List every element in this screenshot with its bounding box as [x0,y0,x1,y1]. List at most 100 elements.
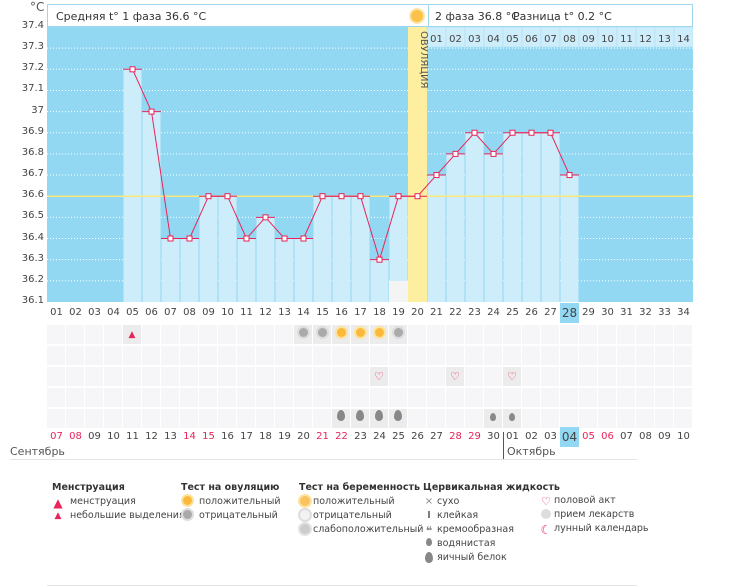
grid-cell[interactable] [503,409,521,428]
grid-cell[interactable] [256,409,274,428]
grid-cell[interactable] [560,409,578,428]
calendar-date[interactable]: 11 [126,431,139,442]
grid-cell[interactable] [256,346,274,365]
calendar-date[interactable]: 13 [164,431,177,442]
grid-cell[interactable] [484,325,502,344]
grid-cell[interactable] [104,325,122,344]
grid-cell[interactable] [275,409,293,428]
grid-cell[interactable] [579,367,597,386]
grid-cell[interactable] [180,367,198,386]
calendar-date[interactable]: 07 [620,431,633,442]
grid-cell[interactable] [313,346,331,365]
grid-cell[interactable] [579,325,597,344]
grid-cell[interactable] [294,388,312,407]
calendar-date[interactable]: 26 [411,431,424,442]
grid-cell[interactable] [522,325,540,344]
calendar-date[interactable]: 20 [297,431,310,442]
grid-cell[interactable] [180,409,198,428]
grid-cell[interactable] [655,409,673,428]
grid-cell[interactable] [522,409,540,428]
cycle-day-label[interactable]: 09 [202,307,215,318]
grid-cell[interactable] [351,388,369,407]
cycle-day-label[interactable]: 34 [677,307,690,318]
grid-cell[interactable] [636,346,654,365]
grid-cell[interactable] [313,325,331,344]
grid-cell[interactable] [218,346,236,365]
grid-cell[interactable] [370,346,388,365]
grid-cell[interactable] [465,409,483,428]
grid-cell[interactable] [275,388,293,407]
calendar-date[interactable]: 08 [69,431,82,442]
cycle-day-label[interactable]: 19 [392,307,405,318]
grid-cell[interactable] [104,409,122,428]
grid-cell[interactable] [104,388,122,407]
grid-cell[interactable] [256,325,274,344]
grid-cell[interactable] [161,388,179,407]
grid-cell[interactable] [579,409,597,428]
grid-cell[interactable] [389,388,407,407]
grid-cell[interactable] [560,388,578,407]
grid-cell[interactable] [199,325,217,344]
grid-cell[interactable] [180,346,198,365]
calendar-date[interactable]: 23 [354,431,367,442]
grid-cell[interactable] [655,388,673,407]
grid-cell[interactable] [674,325,692,344]
calendar-date[interactable]: 05 [582,431,595,442]
grid-cell[interactable] [446,409,464,428]
grid-cell[interactable] [218,409,236,428]
grid-cell[interactable] [617,325,635,344]
grid-cell[interactable] [674,388,692,407]
grid-cell[interactable] [617,409,635,428]
cycle-day-label[interactable]: 28 [560,303,579,323]
cycle-day-label[interactable]: 02 [69,307,82,318]
grid-cell[interactable] [47,367,65,386]
grid-cell[interactable] [541,409,559,428]
grid-cell[interactable] [484,388,502,407]
grid-cell[interactable] [142,409,160,428]
bbt-chart[interactable]: 01 02 03 04 05 06 07 08 09 10 11 12 13 14 ОВУЛЯЦИЯ [47,27,693,302]
grid-cell[interactable] [161,409,179,428]
cycle-day-label[interactable]: 10 [221,307,234,318]
grid-cell[interactable] [522,346,540,365]
cycle-day-label[interactable]: 15 [316,307,329,318]
calendar-date[interactable]: 06 [601,431,614,442]
grid-cell[interactable] [104,346,122,365]
grid-cell[interactable] [237,409,255,428]
grid-cell[interactable] [503,346,521,365]
grid-cell[interactable] [142,325,160,344]
grid-cell[interactable] [370,409,388,428]
cycle-day-label[interactable]: 05 [126,307,139,318]
calendar-date[interactable]: 10 [677,431,690,442]
grid-cell[interactable] [275,325,293,344]
grid-cell[interactable] [85,325,103,344]
grid-cell[interactable] [408,325,426,344]
grid-cell[interactable] [617,346,635,365]
grid-cell[interactable] [66,325,84,344]
calendar-date[interactable]: 17 [240,431,253,442]
grid-cell[interactable] [294,325,312,344]
cycle-day-label[interactable]: 32 [639,307,652,318]
grid-cell[interactable] [123,346,141,365]
cycle-day-label[interactable]: 24 [487,307,500,318]
grid-cell[interactable] [598,346,616,365]
grid-cell[interactable] [560,325,578,344]
cycle-day-label[interactable]: 12 [259,307,272,318]
grid-cell[interactable] [674,367,692,386]
grid-cell[interactable] [142,346,160,365]
calendar-date[interactable]: 28 [449,431,462,442]
calendar-date[interactable]: 21 [316,431,329,442]
grid-cell[interactable] [427,325,445,344]
grid-cell[interactable] [66,388,84,407]
calendar-date[interactable]: 10 [107,431,120,442]
calendar-date[interactable]: 03 [544,431,557,442]
calendar-date[interactable]: 18 [259,431,272,442]
grid-cell[interactable] [47,409,65,428]
calendar-date[interactable]: 14 [183,431,196,442]
grid-cell[interactable] [389,325,407,344]
grid-cell[interactable] [636,367,654,386]
grid-cell[interactable] [66,346,84,365]
grid-cell[interactable] [484,346,502,365]
grid-cell[interactable] [541,367,559,386]
grid-cell[interactable] [237,325,255,344]
cycle-day-label[interactable]: 27 [544,307,557,318]
